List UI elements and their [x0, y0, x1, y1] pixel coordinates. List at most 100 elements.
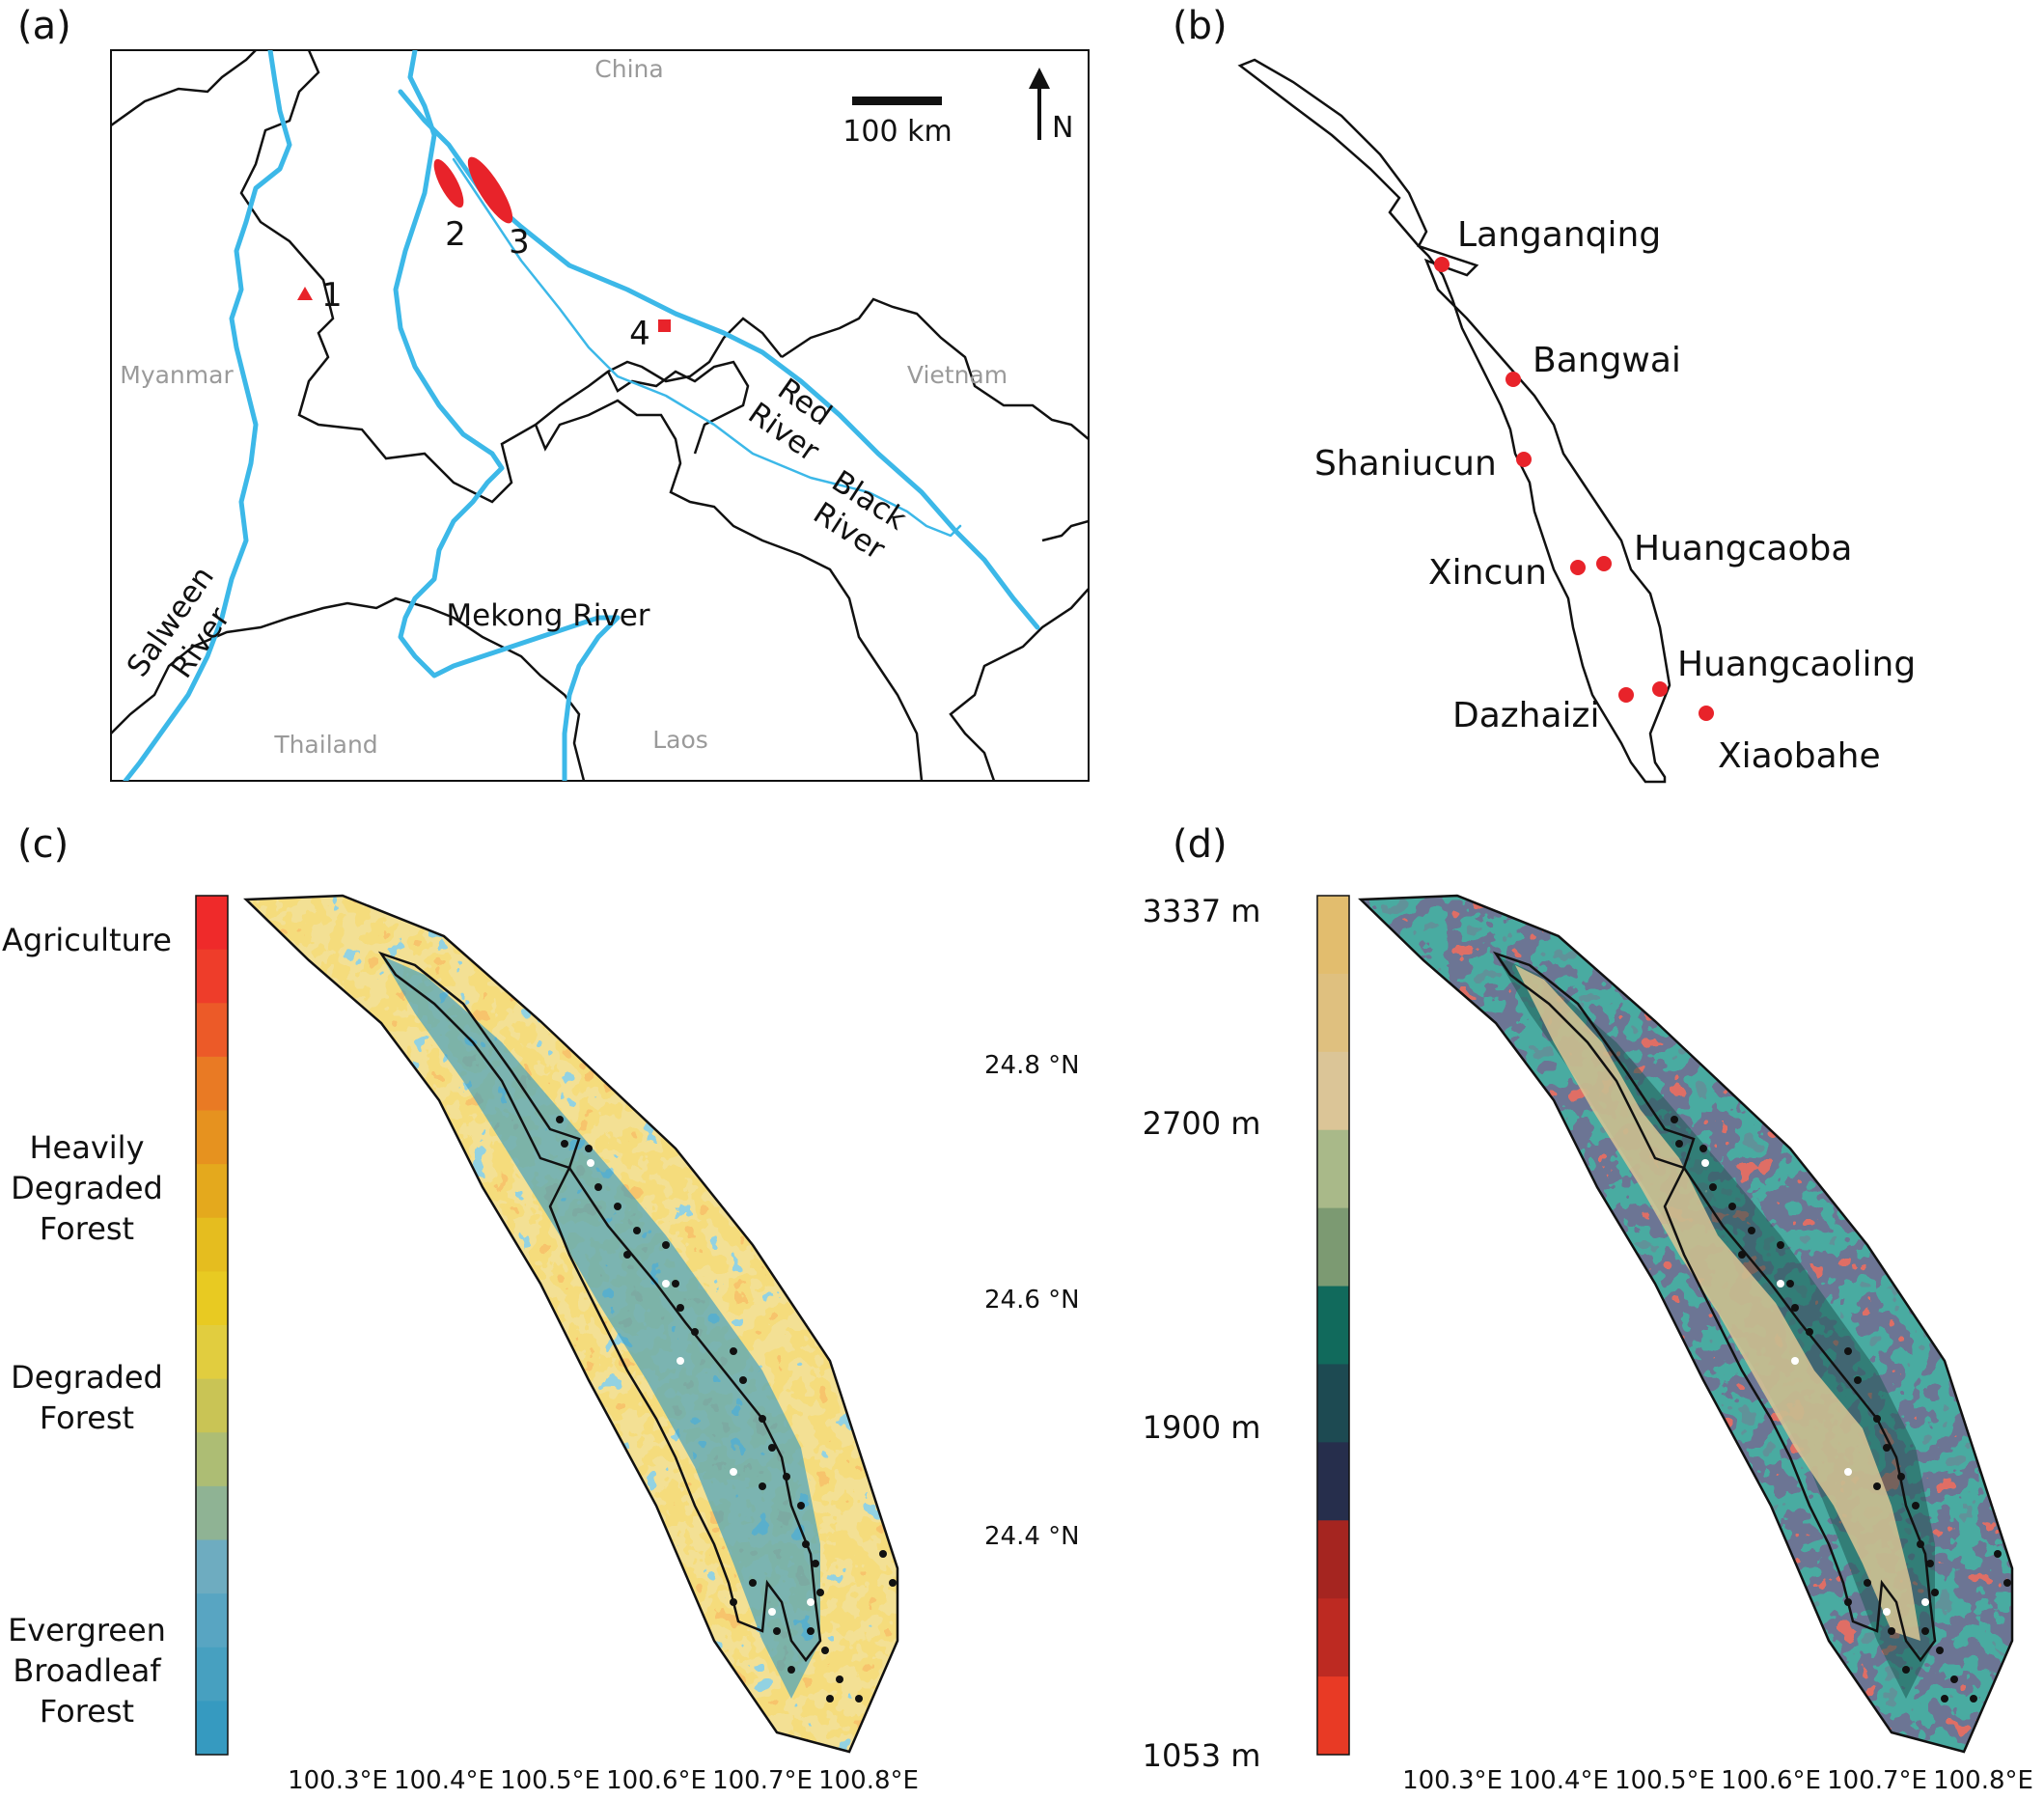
lon-tick-d-100-4: 100.4°E [1508, 1766, 1609, 1795]
sample-point [1864, 1579, 1871, 1587]
panel-b: (b) Langanqing Bangwai Shaniucun Xincun … [1173, 4, 1916, 784]
sample-point [561, 1140, 568, 1148]
sample-point [1970, 1695, 1977, 1703]
sample-point [1883, 1444, 1891, 1452]
lon-tick-c-100-6: 100.6°E [606, 1766, 706, 1795]
sample-point [739, 1376, 747, 1384]
village-label-bangwai: Bangwai [1533, 341, 1681, 380]
site-3-label: 3 [509, 223, 530, 262]
sample-point [749, 1579, 757, 1587]
scale-bar [852, 97, 942, 105]
panel-b-label: (b) [1173, 4, 1228, 48]
sample-point [623, 1251, 631, 1259]
sample-point [759, 1415, 766, 1423]
sample-point [1728, 1203, 1736, 1210]
sample-point [812, 1560, 819, 1567]
lon-tick-d-100-7: 100.7°E [1827, 1766, 1927, 1795]
sample-point-highlight [677, 1357, 684, 1365]
elevation-legend-swatch [1317, 1207, 1349, 1288]
sample-point [1873, 1482, 1881, 1490]
sample-point [1912, 1502, 1920, 1509]
sample-point [1806, 1328, 1813, 1336]
legend-evergreen-2: Broadleaf [13, 1652, 161, 1689]
legend-evergreen-3: Forest [40, 1693, 134, 1730]
elevation-legend-swatch [1317, 1129, 1349, 1209]
sample-point [1844, 1598, 1852, 1606]
landcover-legend-swatch [196, 896, 228, 951]
site-3-ellipse [467, 156, 513, 224]
elevation-legend-swatch [1317, 1286, 1349, 1365]
elevation-legend-swatch [1317, 1676, 1349, 1756]
landcover-legend-swatch [196, 1325, 228, 1380]
sample-point-highlight [1701, 1159, 1709, 1167]
sample-point [594, 1183, 602, 1191]
elevation-colorbar [1316, 895, 1350, 1756]
elevation-legend-swatch [1317, 973, 1349, 1053]
landcover-legend-swatch [196, 1110, 228, 1165]
sample-point [1844, 1347, 1852, 1355]
panel-d-label: (d) [1173, 822, 1228, 867]
valley-outline-b [1237, 58, 1671, 784]
landcover-legend-swatch [196, 1271, 228, 1326]
sample-point [1791, 1304, 1799, 1312]
sample-point-highlight [1883, 1608, 1891, 1616]
lon-tick-c-100-4: 100.4°E [394, 1766, 494, 1795]
landcover-legend-swatch [196, 1164, 228, 1219]
landcover-legend-swatch [196, 1056, 228, 1111]
site-1-triangle [297, 287, 313, 300]
landcover-legend-swatch [196, 1701, 228, 1756]
sample-points-d [1671, 1116, 2011, 1703]
landcover-legend-frame [195, 895, 229, 1756]
landcover-colorbar [195, 895, 229, 1756]
lon-tick-c-100-3: 100.3°E [288, 1766, 388, 1795]
scale-bar-label: 100 km [842, 115, 952, 149]
elevation-legend-frame [1316, 895, 1350, 1756]
country-label-china: China [594, 55, 663, 83]
site-2-label: 2 [445, 215, 466, 254]
sample-point [1936, 1647, 1944, 1654]
lon-tick-d-100-3: 100.3°E [1402, 1766, 1503, 1795]
elev-tick-1900: 1900 m [1143, 1409, 1261, 1446]
legend-heavily-3: Forest [40, 1210, 134, 1247]
landcover-legend-swatch [196, 1378, 228, 1433]
sample-point [1873, 1415, 1881, 1423]
landcover-legend-swatch [196, 1647, 228, 1702]
landcover-legend-swatch [196, 1003, 228, 1058]
sample-point [879, 1550, 887, 1558]
sample-point [773, 1627, 781, 1635]
sample-point [1854, 1376, 1862, 1384]
country-label-thailand: Thailand [273, 731, 377, 759]
site-2-ellipse [433, 158, 464, 208]
lon-tick-d-100-8: 100.8°E [1933, 1766, 2033, 1795]
sample-point-highlight [662, 1280, 670, 1288]
legend-evergreen-1: Evergreen [8, 1612, 166, 1648]
elevation-outline [1358, 894, 2014, 1754]
panel-c: (c) Agriculture Heavily Degraded Forest … [2, 822, 1080, 1795]
sample-point [1709, 1183, 1717, 1191]
village-dot-bangwai [1505, 372, 1521, 387]
salween-river-line [123, 50, 292, 781]
lon-tick-c-100-7: 100.7°E [712, 1766, 813, 1795]
village-markers [1434, 257, 1714, 721]
country-label-myanmar: Myanmar [120, 361, 234, 389]
landcover-legend-swatch [196, 949, 228, 1004]
elevation-legend-swatch [1317, 1442, 1349, 1521]
site-4-label: 4 [629, 315, 650, 353]
elevation-legend-swatch [1317, 896, 1349, 975]
sample-point [1699, 1145, 1707, 1152]
sample-point [633, 1227, 641, 1234]
mekong-river-label: Mekong River [446, 598, 649, 633]
village-dot-huangcaoling [1652, 681, 1668, 697]
sample-point [730, 1347, 737, 1355]
panel-d: (d) 3337 m 2700 m 1900 m 1053 m 100.3°E … [1143, 822, 2033, 1795]
sample-point [783, 1473, 790, 1481]
sample-point [2003, 1579, 2011, 1587]
black-river-line [452, 157, 962, 538]
landcover-legend-swatch [196, 1485, 228, 1540]
sample-point-highlight [730, 1468, 737, 1476]
legend-heavily-1: Heavily [29, 1129, 144, 1166]
sample-point [1926, 1560, 1934, 1567]
landcover-outline [243, 894, 899, 1754]
sample-point [821, 1647, 829, 1654]
village-dot-shaniucun [1516, 452, 1532, 467]
